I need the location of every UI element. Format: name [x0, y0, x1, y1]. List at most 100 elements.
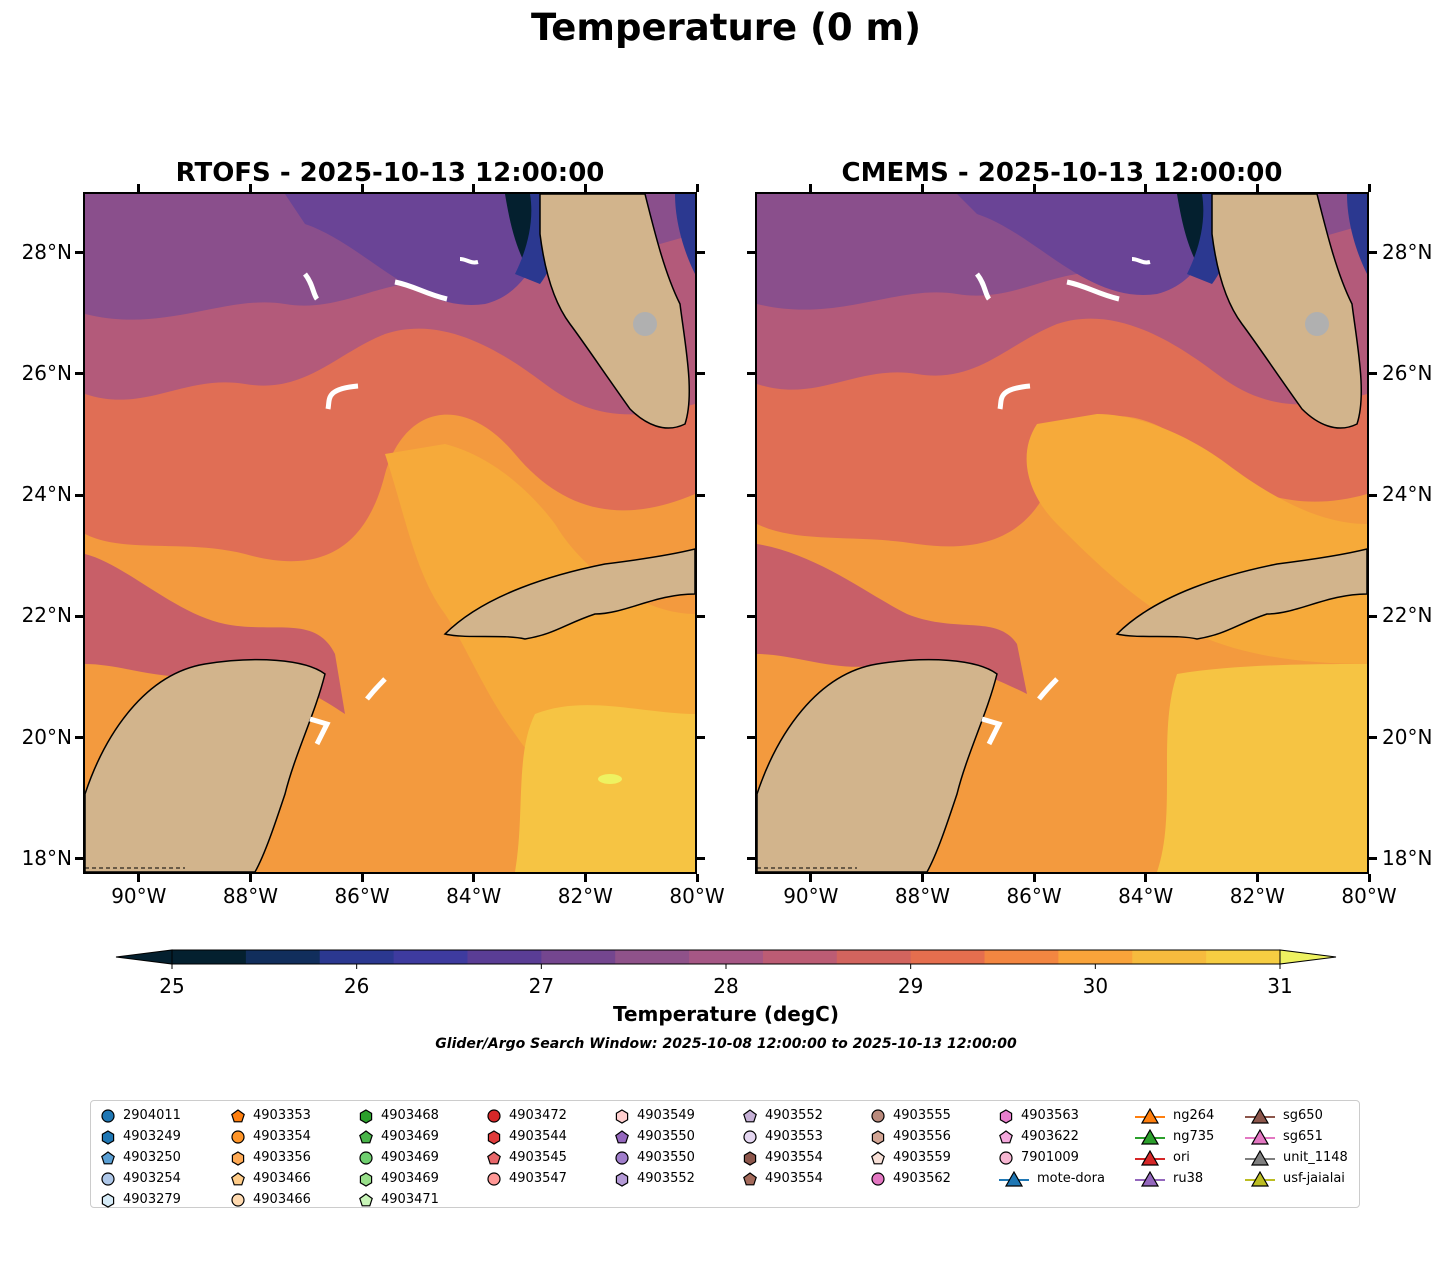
colorbar-tick-label: 27 [528, 974, 555, 998]
triangle-marker-icon [1135, 1149, 1165, 1166]
lat-tick [1369, 493, 1377, 497]
circle-marker-icon [871, 1171, 885, 1186]
triangle-marker-icon [999, 1170, 1029, 1187]
legend-item: 4903356 [231, 1147, 311, 1168]
legend-item: 2904011 [101, 1105, 181, 1126]
lon-tick [695, 184, 699, 192]
map-rtofs[interactable] [83, 192, 697, 874]
colorbar [115, 949, 1337, 969]
legend-item: 4903544 [487, 1126, 567, 1147]
colorbar-tick-label: 28 [713, 974, 739, 998]
legend-label: 4903555 [893, 1108, 951, 1123]
colorbar-segment [689, 950, 764, 964]
legend-item: 4903552 [615, 1168, 695, 1189]
lat-label: 26°N [21, 360, 72, 385]
pentagon-marker-icon [359, 1129, 373, 1143]
legend-item: 4903469 [359, 1168, 439, 1189]
hexagon-marker-icon [359, 1171, 373, 1187]
legend-label: 4903547 [509, 1171, 567, 1186]
triangle-marker-icon [1245, 1128, 1275, 1145]
hexagon-marker-icon [101, 1192, 115, 1208]
lon-tick [248, 184, 252, 192]
lon-tick [137, 874, 141, 882]
lon-label: 90°W [783, 884, 839, 908]
lon-tick [360, 184, 364, 192]
colorbar-segment [245, 950, 321, 964]
lat-tick [75, 493, 83, 497]
circle-marker-icon [359, 1150, 373, 1165]
legend-item: 4903354 [231, 1126, 311, 1147]
legend-item: usf-jaialai [1245, 1168, 1348, 1189]
legend-item: 4903250 [101, 1147, 181, 1168]
lat-tick [75, 372, 83, 376]
legend-label: 4903254 [123, 1171, 181, 1186]
legend-label: sg651 [1283, 1129, 1323, 1144]
lon-tick [1144, 184, 1148, 192]
lat-tick [75, 251, 83, 255]
map-cmems-canvas [757, 194, 1367, 872]
legend-label: 4903562 [893, 1171, 951, 1186]
triangle-marker-icon [1245, 1170, 1275, 1187]
lat-tick [747, 736, 755, 740]
legend-item: 4903549 [615, 1105, 695, 1126]
pentagon-marker-icon [871, 1150, 885, 1164]
legend-item: 4903555 [871, 1105, 951, 1126]
lat-label: 28°N [1382, 239, 1433, 264]
legend-label: 4903356 [253, 1150, 311, 1165]
pentagon-marker-icon [359, 1192, 373, 1206]
lon-tick [360, 874, 364, 882]
hexagon-marker-icon [871, 1129, 885, 1145]
colorbar-segment [172, 950, 247, 964]
lat-tick [747, 251, 755, 255]
lon-label: 80°W [1341, 884, 1397, 908]
legend-label: 4903466 [253, 1192, 311, 1207]
legend-item: 4903466 [231, 1168, 311, 1189]
circle-marker-icon [999, 1150, 1013, 1165]
colorbar-tick-label: 30 [1082, 974, 1109, 998]
legend-item: 4903249 [101, 1126, 181, 1147]
lat-tick [75, 736, 83, 740]
legend-column: 4903563 4903622 7901009 mote-dora [999, 1105, 1105, 1189]
legend-item: 4903554 [743, 1147, 823, 1168]
hexagon-marker-icon [999, 1108, 1013, 1124]
triangle-marker-icon [1245, 1107, 1275, 1124]
legend-label: 4903544 [509, 1129, 567, 1144]
lon-tick [809, 874, 813, 882]
lon-tick [1367, 874, 1371, 882]
lon-tick [920, 874, 924, 882]
legend-label: 4903469 [381, 1150, 439, 1165]
lon-tick [583, 874, 587, 882]
lon-tick [920, 184, 924, 192]
lon-tick [1032, 874, 1036, 882]
map-cmems[interactable] [755, 192, 1369, 874]
legend-label: mote-dora [1037, 1171, 1105, 1186]
lon-label: 80°W [669, 884, 725, 908]
triangle-marker-icon [1245, 1149, 1275, 1166]
legend-item: 4903466 [231, 1189, 311, 1210]
lat-tick [697, 736, 705, 740]
legend-item: 4903550 [615, 1147, 695, 1168]
circle-marker-icon [231, 1192, 245, 1207]
figure-title: Temperature (0 m) [530, 6, 922, 49]
pentagon-marker-icon [615, 1129, 629, 1143]
legend-label: 4903469 [381, 1171, 439, 1186]
colorbar-under-extension [115, 949, 173, 965]
legend-item: 4903279 [101, 1189, 181, 1210]
panel-title-rtofs: RTOFS - 2025-10-13 12:00:00 [175, 158, 605, 188]
search-window-caption: Glider/Argo Search Window: 2025-10-08 12… [435, 1036, 1017, 1052]
pentagon-marker-icon [231, 1171, 245, 1185]
legend-item: 4903545 [487, 1147, 567, 1168]
legend-item: 4903563 [999, 1105, 1105, 1126]
hexagon-marker-icon [615, 1171, 629, 1187]
circle-marker-icon [487, 1108, 501, 1123]
lat-label: 26°N [1382, 360, 1433, 385]
lon-tick [809, 184, 813, 192]
lon-label: 86°W [334, 884, 390, 908]
legend-column: 4903552 4903553 4903554 4903554 [743, 1105, 823, 1189]
pentagon-marker-icon [999, 1129, 1013, 1143]
lat-tick [697, 614, 705, 618]
circle-marker-icon [101, 1171, 115, 1186]
circle-marker-icon [615, 1150, 629, 1165]
lat-label: 28°N [21, 239, 72, 264]
legend-item: 4903554 [743, 1168, 823, 1189]
